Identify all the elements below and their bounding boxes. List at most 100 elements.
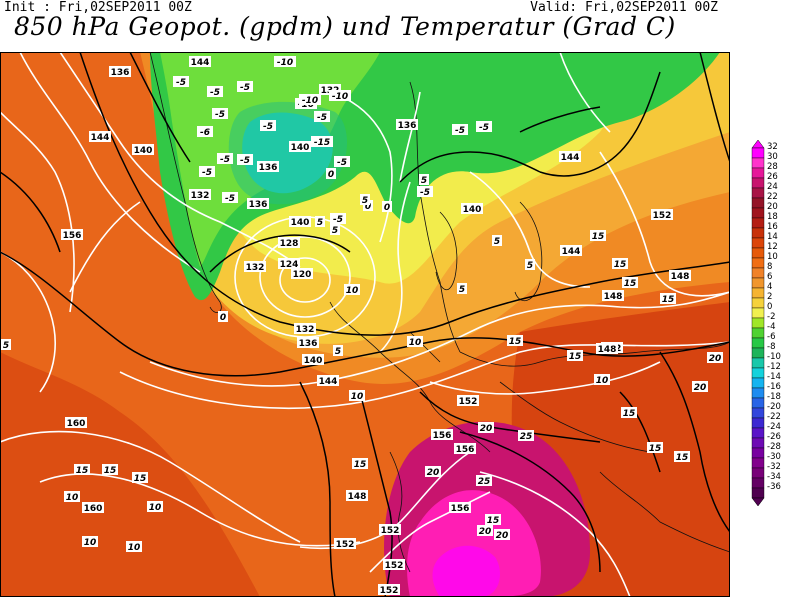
geopotential-label: 152 [385,561,404,571]
colorbar-swatch [751,297,765,309]
colorbar-swatch [751,367,765,379]
temperature-label-bg [199,166,215,177]
geopotential-label: 148 [598,345,617,355]
colorbar-swatch [751,177,765,189]
colorbar-label: -10 [767,352,781,362]
geopotential-label: 128 [280,239,299,249]
temperature-label: -5 [240,156,250,166]
temperature-label: 15 [76,466,89,476]
colorbar-swatch [751,157,765,169]
geopotential-label-bg [457,395,479,406]
colorbar-swatch [751,247,765,259]
colorbar-swatch [751,417,765,429]
temperature-label: -10 [332,92,348,102]
valid-time: Valid: Fri,02SEP2011 00Z [530,0,718,15]
colorbar-swatch [751,167,765,179]
temperature-label-bg [173,76,189,87]
geopotential-label-bg [132,144,154,155]
geopotential-label-bg [82,502,104,513]
temperature-label-bg [314,111,330,122]
geopotential-label-bg [247,198,269,209]
temperature-label-bg [126,541,142,552]
geopotential-label-bg [189,189,211,200]
colorbar-label: -30 [767,452,781,462]
temperature-label: 10 [346,286,359,296]
temperature-label: 15 [509,337,522,347]
temperature-label-bg [692,381,708,392]
temperature-label-bg [147,501,163,512]
colorbar-label: 32 [767,142,778,152]
geopotential-label: 140 [134,146,153,156]
temperature-label-bg [237,154,253,165]
geopotential-label: 144 [191,58,210,68]
temperature-label-bg [590,230,606,241]
temperature-label-bg [330,213,346,224]
geopotential-label-bg [669,270,691,281]
temperature-label-bg [518,430,534,441]
geopotential-label: 144 [319,377,338,387]
colorbar-label: -32 [767,462,781,472]
geopotential-label-bg [244,261,266,272]
geopotential-label-bg [109,66,131,77]
colorbar-swatch [751,307,765,319]
temperature-label-bg [102,464,118,475]
temperature-label: 15 [134,474,147,484]
geopotential-label-bg [297,337,319,348]
temperature-label: 5 [459,285,465,295]
colorbar-label: -26 [767,432,781,442]
temperature-label-bg [222,192,238,203]
temperature-label: 25 [478,477,491,487]
temperature-label: -5 [176,78,186,88]
temperature-label-bg [457,283,467,294]
temperature-label-bg [567,350,583,361]
geopotential-label: 136 [259,163,278,173]
colorbar-swatch [751,187,765,199]
colorbar-swatch [751,377,765,389]
colorbar-label: -8 [767,342,775,352]
colorbar-swatch [751,287,765,299]
colorbar-label: -20 [767,402,781,412]
geopotential-label: 148 [671,272,690,282]
temperature-label: 5 [527,261,533,271]
colorbar-label: 18 [767,212,778,222]
geopotential-label-bg [454,443,476,454]
colorbar-swatch [751,387,765,399]
geopotential-label-bg [383,559,405,570]
geopotential-label-bg [596,343,618,354]
temperature-label: -5 [317,113,327,123]
colorbar-label: -24 [767,422,781,432]
colorbar-swatch [751,207,765,219]
colorbar-label: 16 [767,222,778,232]
temperature-label-bg [64,491,80,502]
weather-map: 1361441401321401361321361401361321281241… [0,52,730,597]
temperature-label-bg [212,108,228,119]
colorbar-label: 26 [767,172,778,182]
geopotential-label-bg [449,502,471,513]
temperature-label-bg [260,120,276,131]
colorbar-swatch [751,337,765,349]
temperature-label: 10 [351,392,364,402]
temperature-label-bg [326,168,336,179]
temperature-contours [0,52,730,597]
temperature-label: 5 [421,176,427,186]
colorbar-label: 6 [767,272,772,282]
temperature-label-bg [217,153,233,164]
geopotential-label: 152 [336,540,355,550]
temperature-label-bg [425,466,441,477]
temperature-label-bg [477,525,493,536]
colorbar-swatch [751,257,765,269]
geopotential-label: 132 [246,263,265,273]
temperature-label: 20 [480,424,493,434]
colorbar-label: 14 [767,232,778,242]
colorbar-swatch [751,447,765,459]
temperature-label-bg [132,472,148,483]
colorbar-swatch [751,347,765,359]
temperature-label: 10 [149,503,162,513]
temperature-label: 20 [694,383,707,393]
geopotential-label: 156 [63,231,82,241]
geopotential-label-bg [294,323,316,334]
geopotential-label: 148 [604,292,623,302]
geopotential-label: 156 [456,445,475,455]
colorbar-swatch [751,487,765,499]
temperature-label: 10 [128,543,141,553]
